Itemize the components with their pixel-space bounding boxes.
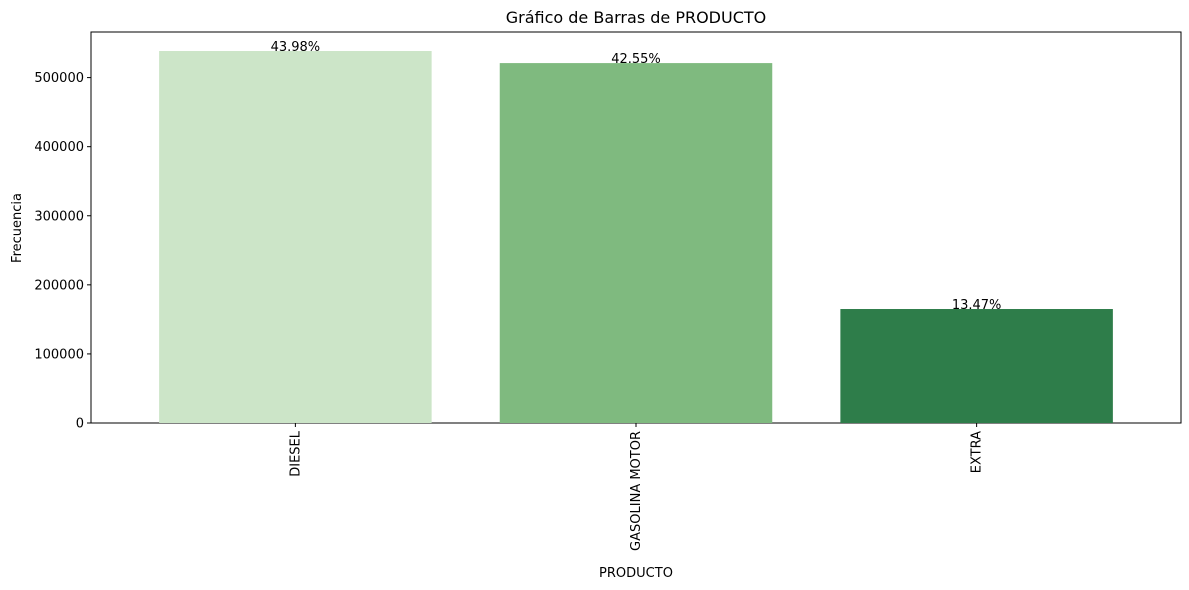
y-tick-label: 200000 bbox=[34, 278, 84, 293]
bar-gasolina-motor bbox=[499, 63, 773, 423]
data-label: 42.55% bbox=[611, 52, 661, 67]
x-tick-label: GASOLINA MOTOR bbox=[629, 431, 644, 551]
chart-title: Gráfico de Barras de PRODUCTO bbox=[506, 8, 767, 27]
bars-group bbox=[159, 50, 1113, 424]
y-tick-label: 400000 bbox=[34, 140, 84, 155]
bar-extra bbox=[840, 309, 1113, 423]
x-tick-label: DIESEL bbox=[288, 430, 303, 477]
data-labels-group: 43.98% 42.55% 13.47% bbox=[271, 40, 1002, 313]
x-tick-label: EXTRA bbox=[970, 431, 985, 473]
bar-diesel bbox=[159, 50, 432, 424]
y-axis: 0 100000 200000 300000 400000 500000 bbox=[34, 71, 91, 432]
y-axis-title: Frecuencia bbox=[10, 193, 25, 263]
x-axis: DIESEL GASOLINA MOTOR EXTRA bbox=[288, 423, 985, 551]
y-tick-label: 500000 bbox=[34, 71, 84, 86]
y-tick-label: 100000 bbox=[34, 347, 84, 362]
y-tick-label: 300000 bbox=[34, 209, 84, 224]
x-axis-title: PRODUCTO bbox=[599, 566, 673, 581]
y-tick-label: 0 bbox=[76, 417, 84, 432]
data-label: 43.98% bbox=[271, 40, 321, 55]
data-label: 13.47% bbox=[952, 298, 1002, 313]
